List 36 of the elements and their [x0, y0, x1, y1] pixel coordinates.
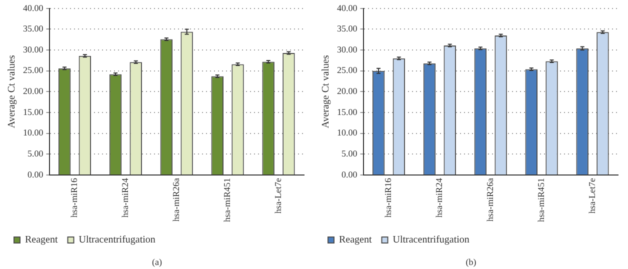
y-tick-label: 5.00: [342, 148, 358, 159]
y-tick-label: 20.00: [23, 86, 44, 96]
y-axis-title: Average Ct values: [320, 55, 332, 128]
x-tick-label: hsa-miR451: [536, 178, 546, 222]
x-tick-label: hsa-miR26a: [484, 178, 495, 222]
y-tick-label: 20.00: [337, 86, 358, 96]
y-tick-label: 15.00: [23, 106, 44, 117]
x-tick-label: hsa-miR24: [120, 178, 130, 218]
y-tick-label: 25.00: [23, 65, 44, 76]
x-tick-label: hsa-miR26a: [170, 178, 181, 222]
x-tick-label: hsa-Let7e: [586, 178, 597, 214]
y-tick-label: 0.00: [342, 169, 358, 180]
y-tick-label: 0.00: [28, 169, 44, 180]
legend-label: Ultracentrifugation: [78, 234, 156, 246]
y-tick-label: 35.00: [23, 24, 44, 34]
y-tick-label: 25.00: [337, 65, 358, 76]
y-tick-label: 40.00: [23, 2, 44, 13]
y-axis-title: Average Ct values: [6, 55, 18, 128]
legend-label: Reagent: [25, 234, 58, 246]
text: (b): [464, 256, 478, 269]
x-tick-label: hsa-Let7e: [272, 178, 283, 214]
x-tick-label: hsa-miR24: [434, 178, 444, 218]
legend-label: Ultracentrifugation: [392, 234, 470, 246]
x-tick-label: hsa-miR16: [383, 178, 394, 218]
x-tick-label: hsa-miR451: [222, 178, 232, 222]
y-tick-label: 10.00: [337, 128, 358, 138]
y-tick-label: 35.00: [337, 24, 358, 34]
x-tick-label: hsa-miR16: [69, 178, 80, 218]
y-tick-label: 30.00: [337, 44, 358, 54]
legend-label: Reagent: [339, 234, 372, 246]
y-tick-label: 15.00: [337, 106, 358, 117]
y-tick-label: 5.00: [28, 148, 44, 159]
y-tick-label: 40.00: [337, 2, 358, 13]
y-tick-label: 10.00: [23, 128, 44, 138]
text: (a): [151, 256, 163, 269]
y-tick-label: 30.00: [23, 44, 44, 54]
